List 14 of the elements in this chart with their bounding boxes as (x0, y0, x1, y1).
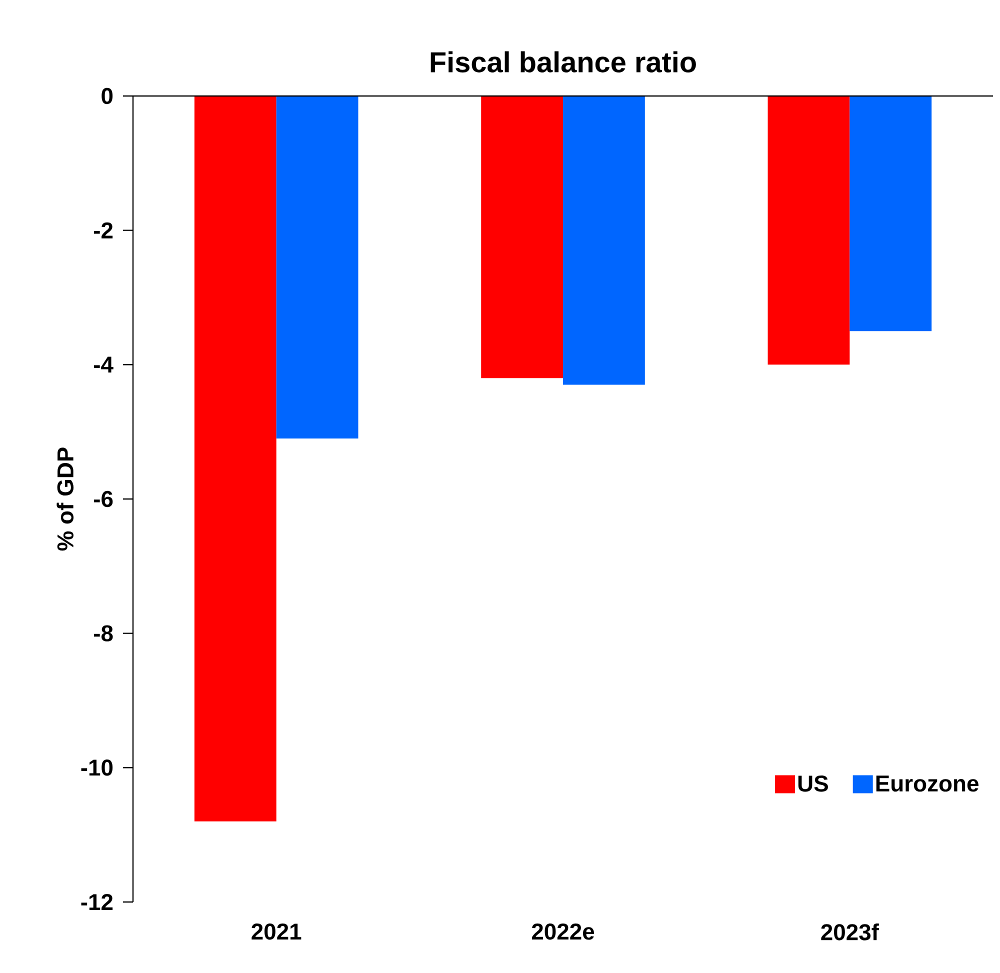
legend-label: Eurozone (876, 776, 978, 792)
legend-label: US (798, 776, 828, 792)
y-axis-title: % of GDP (56, 448, 74, 551)
x-tick-label: 2021 (252, 924, 302, 940)
y-tick-label: -8 (94, 625, 113, 642)
x-tick-label: 2022e (532, 924, 594, 940)
y-tick-label: -10 (81, 760, 113, 776)
y-tick-label: -4 (94, 356, 114, 373)
y-tick-label: -12 (81, 894, 113, 910)
y-tick-label: -6 (94, 490, 113, 508)
y-tick-label: -2 (94, 222, 113, 238)
y-tick-label: 0 (102, 88, 113, 104)
x-tick-label: 2023f (821, 924, 880, 940)
chart-title: Fiscal balance ratio (430, 51, 696, 72)
